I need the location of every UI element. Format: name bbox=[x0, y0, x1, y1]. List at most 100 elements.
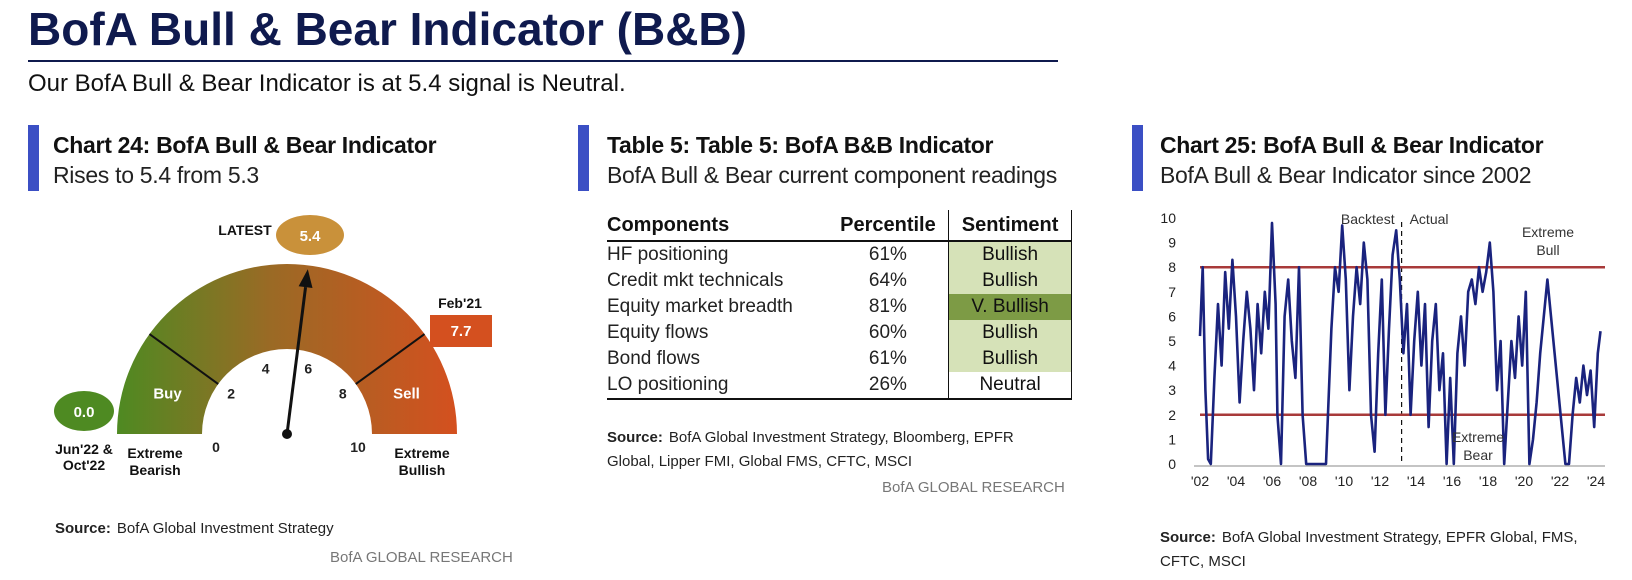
gauge-hub bbox=[282, 429, 292, 439]
latest-value-bubble bbox=[276, 215, 344, 255]
middle-panel-accent-bar bbox=[578, 125, 589, 191]
percentile-cell: 61% bbox=[868, 244, 907, 265]
y-tick-label: 1 bbox=[1168, 431, 1176, 447]
column-header-percentile: Percentile bbox=[827, 210, 949, 242]
low-value-bubble bbox=[54, 391, 114, 431]
middle-source: Source: BofA Global Investment Strategy, … bbox=[607, 426, 1047, 474]
high-date-label: Feb'21 bbox=[438, 295, 482, 311]
gauge-tick-label: 4 bbox=[262, 360, 270, 376]
gauge-tick-label: 0 bbox=[212, 439, 220, 455]
component-cell: Bond flows bbox=[607, 348, 700, 369]
component-cell: HF positioning bbox=[607, 244, 729, 265]
latest-label: LATEST bbox=[218, 222, 272, 238]
middle-panel-subtitle: BofA Bull & Bear current component readi… bbox=[607, 162, 1057, 188]
middle-source-label: Source: bbox=[607, 429, 663, 446]
high-value: 7.7 bbox=[451, 323, 472, 340]
gauge-chart: 0 2 4 6 8 10 Buy Sell LATEST 5.4 Feb'21 7.7 0… bbox=[54, 215, 492, 478]
gauge-tick-labels: 0 2 4 6 8 10 bbox=[212, 360, 366, 455]
gauge-zone-divider-left bbox=[148, 333, 219, 385]
left-panel-title: Chart 24: BofA Bull & Bear Indicator bbox=[53, 132, 437, 158]
extreme-bullish-label: Extreme Bullish bbox=[394, 445, 449, 478]
gauge-tick-label: 8 bbox=[339, 385, 347, 401]
table-header-row: Components Percentile Sentiment bbox=[607, 210, 1072, 242]
actual-annotation: Actual bbox=[1410, 212, 1449, 227]
right-source: Source: BofA Global Investment Strategy, … bbox=[1160, 526, 1600, 574]
latest-value: 5.4 bbox=[300, 228, 322, 245]
left-source: Source: BofA Global Investment Strategy bbox=[55, 517, 334, 541]
x-axis: '02 '04 '06 '08 '10 '12 '14 '16 '18 '20 '22 '24 bbox=[1191, 473, 1605, 489]
component-cell: LO positioning bbox=[607, 372, 828, 400]
bb-indicator-series-line bbox=[1198, 221, 1602, 466]
x-tick-label: '02 bbox=[1191, 473, 1209, 489]
right-panel-subtitle: BofA Bull & Bear Indicator since 2002 bbox=[1160, 162, 1532, 188]
component-cell: Equity market breadth bbox=[607, 296, 793, 317]
page-title: BofA Bull & Bear Indicator (B&B) bbox=[28, 3, 747, 55]
sentiment-cell: V. Bullish bbox=[948, 294, 1072, 320]
sentiment-cell: Bullish bbox=[948, 268, 1072, 294]
gauge-zone-buy: Buy bbox=[153, 385, 182, 402]
left-research-credit: BofA GLOBAL RESEARCH bbox=[330, 549, 513, 566]
y-axis: 0 1 2 3 4 5 6 7 8 9 10 bbox=[1160, 212, 1176, 472]
page-subtitle: Our BofA Bull & Bear Indicator is at 5.4… bbox=[28, 70, 626, 97]
x-tick-label: '16 bbox=[1443, 473, 1461, 489]
percentile-cell: 64% bbox=[868, 270, 907, 291]
x-tick-label: '24 bbox=[1587, 473, 1605, 489]
x-tick-label: '08 bbox=[1299, 473, 1317, 489]
right-panel-accent-bar bbox=[1132, 125, 1143, 191]
bb-history-line-chart: 0 1 2 3 4 5 6 7 8 9 10 '02 '04 '06 '08 '10 '12 '14 '16 '18… bbox=[1160, 212, 1605, 489]
x-tick-label: '14 bbox=[1407, 473, 1425, 489]
column-header-components: Components bbox=[607, 210, 828, 242]
y-tick-label: 4 bbox=[1168, 358, 1176, 374]
high-value-box bbox=[430, 315, 492, 347]
x-tick-label: '20 bbox=[1515, 473, 1533, 489]
middle-research-credit: BofA GLOBAL RESEARCH bbox=[882, 479, 1065, 496]
y-tick-label: 3 bbox=[1168, 382, 1176, 398]
gauge-arc bbox=[117, 264, 457, 434]
table-row: Equity market breadth 81% V. Bullish bbox=[607, 294, 1072, 320]
title-divider bbox=[28, 60, 1058, 62]
gauge-needle-arrowhead bbox=[298, 269, 313, 289]
extreme-bear-annotation-line2: Bear bbox=[1463, 447, 1493, 463]
y-tick-label: 2 bbox=[1168, 407, 1176, 423]
gauge-zone-sell: Sell bbox=[393, 385, 420, 402]
middle-source-text: BofA Global Investment Strategy, Bloombe… bbox=[607, 429, 1014, 470]
percentile-cell: 26% bbox=[827, 372, 949, 400]
table-row: LO positioning 26% Neutral bbox=[607, 372, 1072, 400]
left-source-label: Source: bbox=[55, 520, 111, 537]
sentiment-cell: Bullish bbox=[948, 346, 1072, 372]
percentile-cell: 81% bbox=[868, 296, 907, 317]
left-panel-accent-bar bbox=[28, 125, 39, 191]
percentile-cell: 61% bbox=[868, 348, 907, 369]
left-source-text: BofA Global Investment Strategy bbox=[116, 520, 334, 537]
x-tick-label: '18 bbox=[1479, 473, 1497, 489]
x-tick-label: '22 bbox=[1551, 473, 1569, 489]
x-tick-label: '04 bbox=[1227, 473, 1245, 489]
component-cell: Equity flows bbox=[607, 322, 709, 343]
column-header-sentiment: Sentiment bbox=[948, 210, 1072, 242]
x-tick-label: '10 bbox=[1335, 473, 1353, 489]
table-row: Bond flows 61% Bullish bbox=[607, 346, 1072, 372]
left-panel-subtitle: Rises to 5.4 from 5.3 bbox=[53, 162, 259, 188]
low-date-label: Jun'22 & Oct'22 bbox=[55, 441, 113, 473]
table-row: HF positioning 61% Bullish bbox=[607, 241, 1072, 268]
extreme-bear-annotation-line1: Extreme bbox=[1452, 429, 1504, 445]
y-tick-label: 7 bbox=[1168, 284, 1176, 300]
right-source-label: Source: bbox=[1160, 529, 1216, 546]
gauge-zone-divider-right bbox=[355, 333, 426, 385]
extreme-bearish-label: Extreme Bearish bbox=[127, 445, 182, 478]
low-value: 0.0 bbox=[74, 404, 95, 421]
backtest-annotation: Backtest bbox=[1341, 212, 1395, 227]
extreme-bull-annotation-line1: Extreme bbox=[1522, 224, 1574, 240]
right-source-text: BofA Global Investment Strategy, EPFR Gl… bbox=[1160, 529, 1578, 570]
sentiment-cell: Neutral bbox=[948, 372, 1072, 400]
y-tick-label: 8 bbox=[1168, 259, 1176, 275]
gauge-needle bbox=[285, 286, 308, 435]
percentile-cell: 60% bbox=[868, 322, 907, 343]
x-tick-label: '06 bbox=[1263, 473, 1281, 489]
y-tick-label: 0 bbox=[1168, 456, 1176, 472]
bb-components-table: Components Percentile Sentiment HF posit… bbox=[607, 210, 1072, 400]
y-tick-label: 9 bbox=[1168, 235, 1176, 251]
y-tick-label: 6 bbox=[1168, 308, 1176, 324]
x-tick-label: '12 bbox=[1371, 473, 1389, 489]
sentiment-cell: Bullish bbox=[948, 320, 1072, 346]
